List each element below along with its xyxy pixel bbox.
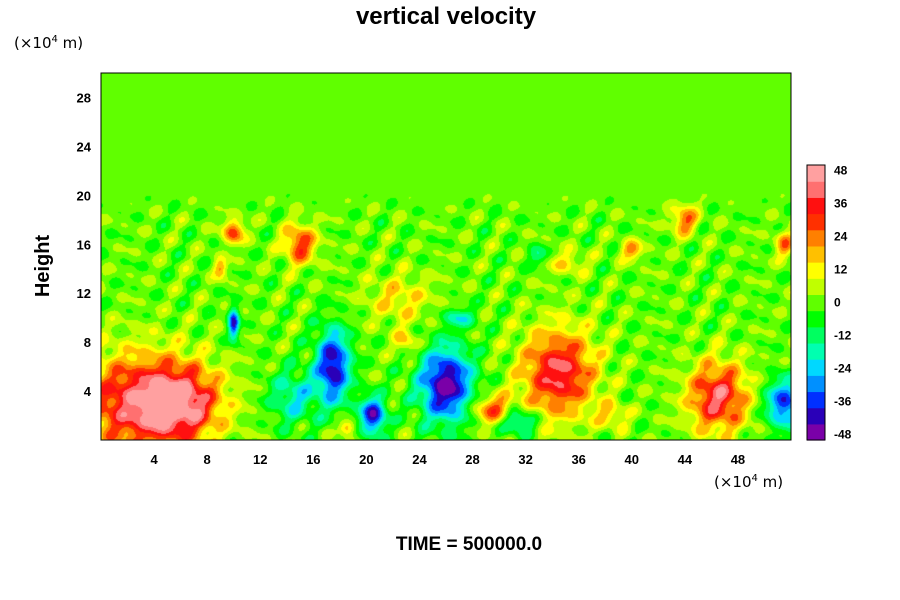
- y-tick-label: 24: [77, 139, 92, 154]
- x-tick-label: 28: [465, 452, 479, 467]
- colorbar-swatch: [807, 262, 825, 279]
- colorbar-swatch: [807, 245, 825, 263]
- y-tick-label: 8: [84, 335, 91, 350]
- y-tick-label: 20: [77, 188, 91, 203]
- x-tick-label: 24: [412, 452, 427, 467]
- y-tick-label: 12: [77, 286, 91, 301]
- colorbar-tick-label: 48: [834, 164, 848, 178]
- x-tick-label: 44: [678, 452, 693, 467]
- x-tick-label: 48: [731, 452, 745, 467]
- x-tick-label: 12: [253, 452, 267, 467]
- colorbar-swatch: [807, 197, 825, 215]
- colorbar-swatch: [807, 375, 825, 393]
- colorbar-swatch: [807, 342, 825, 360]
- colorbar-frame: [806, 164, 826, 441]
- x-tick-label: 4: [150, 452, 158, 467]
- colorbar-swatch: [807, 423, 825, 441]
- x-axis-unit: (×104 m): [714, 473, 783, 491]
- colorbar-swatch: [807, 229, 825, 247]
- colorbar-tick-label: 12: [834, 263, 848, 277]
- colorbar-swatch: [807, 213, 825, 231]
- x-tick-label: 20: [359, 452, 373, 467]
- colorbar-swatch: [807, 326, 825, 344]
- x-tick-label: 8: [204, 452, 211, 467]
- colorbar-swatch: [807, 310, 825, 328]
- time-label: TIME = 500000.0: [396, 534, 542, 555]
- y-tick-label: 4: [84, 384, 92, 399]
- plot-area: [100, 72, 792, 441]
- colorbar-swatch: [807, 294, 825, 312]
- colorbar-tick-label: -36: [834, 395, 852, 409]
- colorbar-swatch: [807, 407, 825, 425]
- colorbar-swatch: [807, 391, 825, 409]
- x-tick-label: 40: [625, 452, 639, 467]
- colorbar-swatch: [807, 181, 825, 198]
- y-axis-label: Height: [32, 235, 54, 298]
- colorbar-swatch: [807, 359, 825, 376]
- y-axis-unit: (×104 m): [14, 34, 83, 52]
- y-tick-label: 16: [77, 237, 91, 252]
- colorbar-ticks: 48 36 24 12 0 -12 -24 -36 -48: [834, 164, 852, 442]
- colorbar: [806, 164, 826, 441]
- x-tick-label: 32: [518, 452, 532, 467]
- colorbar-tick-label: 24: [834, 230, 848, 244]
- y-tick-label: 28: [77, 90, 91, 105]
- colorbar-tick-label: -48: [834, 428, 852, 442]
- chart-title: vertical velocity: [356, 3, 537, 30]
- x-tick-label: 16: [306, 452, 320, 467]
- colorbar-tick-label: 36: [834, 197, 848, 211]
- colorbar-tick-label: 0: [834, 296, 841, 310]
- y-axis-ticks: 4 8 12 16 20 24 28: [77, 90, 92, 399]
- colorbar-tick-label: -24: [834, 362, 852, 376]
- colorbar-tick-label: -12: [834, 329, 852, 343]
- x-tick-label: 36: [571, 452, 585, 467]
- x-axis-ticks: 4 8 12 16 20 24 28 32 36 40 44 48: [150, 452, 745, 467]
- heatmap-field: [101, 73, 791, 440]
- plot-frame: [100, 72, 792, 441]
- colorbar-swatch: [807, 165, 825, 182]
- colorbar-swatch: [807, 278, 825, 296]
